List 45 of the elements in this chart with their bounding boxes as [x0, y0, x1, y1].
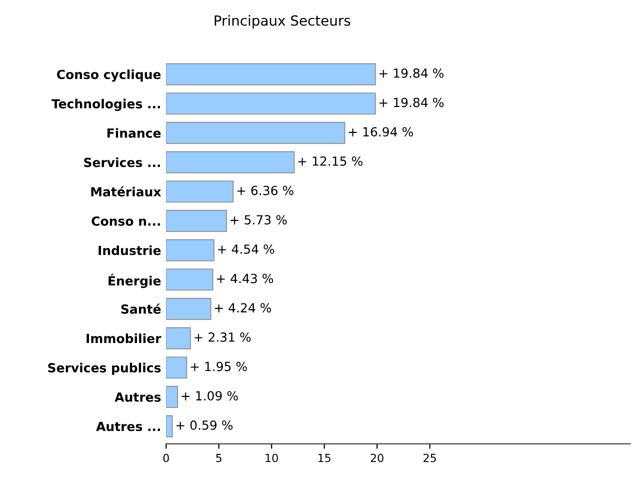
data-label: + 5.73 % — [230, 215, 287, 225]
y-tick-label: Technologies ... — [52, 98, 160, 112]
bar — [166, 386, 178, 408]
x-tick-label: 0 — [163, 454, 169, 462]
y-tick-label: Finance — [107, 128, 161, 138]
bar — [166, 210, 227, 232]
data-label: + 4.43 % — [216, 274, 274, 284]
bar — [166, 268, 214, 291]
bar — [166, 239, 214, 262]
data-label: + 16.94 % — [348, 127, 413, 137]
data-label: + 0.59 % — [176, 420, 233, 430]
data-label: + 1.09 % — [182, 391, 238, 401]
x-tick-label: 15 — [318, 454, 330, 462]
data-label: + 12.15 % — [298, 156, 362, 166]
data-label: + 4.54 % — [218, 244, 274, 254]
y-tick-label: Immobilier — [86, 333, 162, 344]
x-tick-label: 5 — [216, 454, 222, 462]
bar — [166, 327, 191, 350]
y-tick-label: Autres — [114, 392, 161, 402]
bar — [166, 298, 212, 320]
x-tick-label: 20 — [370, 454, 384, 462]
y-tick-label: Conso cyclique — [56, 69, 161, 82]
y-tick-label: Conso n... — [92, 216, 160, 226]
x-tick-label: 10 — [266, 454, 278, 462]
data-label: + 1.95 % — [190, 362, 247, 372]
bar — [166, 356, 188, 379]
bar — [166, 63, 376, 86]
y-tick-label: Industrie — [98, 245, 161, 256]
data-label: + 6.36 % — [237, 186, 294, 196]
y-tick-label: Services ... — [84, 157, 160, 168]
x-tick-label: 25 — [424, 454, 436, 462]
data-label: + 19.84 % — [379, 98, 444, 108]
bar — [166, 151, 295, 174]
data-label: + 2.31 % — [194, 332, 251, 342]
data-label: + 4.24 % — [214, 303, 272, 313]
y-tick-label: Santé — [121, 304, 161, 314]
y-tick-label: Autres ... — [96, 422, 160, 432]
bar — [166, 92, 376, 115]
y-tick-label: Énergie — [108, 274, 161, 288]
bar — [166, 122, 346, 144]
chart-title: Principaux Secteurs — [214, 15, 350, 28]
y-tick-label: Matériaux — [91, 186, 162, 196]
bar — [166, 180, 234, 203]
y-tick-label: Services publics — [48, 362, 161, 375]
data-label: + 19.84 % — [379, 68, 444, 78]
